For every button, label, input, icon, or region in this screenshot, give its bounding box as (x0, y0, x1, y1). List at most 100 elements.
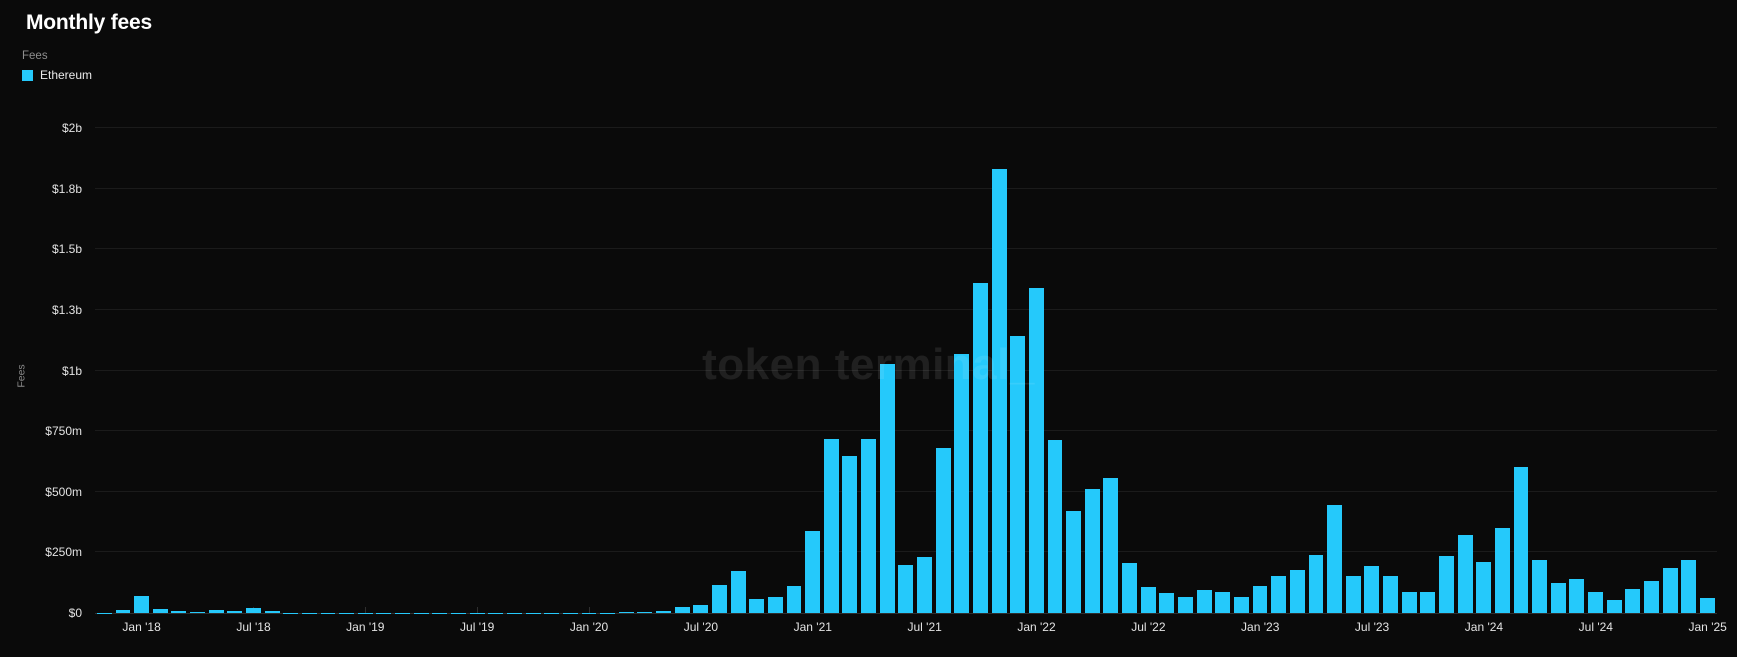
y-tick-label-2b: $2b (61, 121, 82, 135)
bar-month-74[interactable] (1476, 562, 1492, 613)
y-tick-label-750m: $750m (45, 424, 82, 439)
x-tick-label-Jan25: Jan '25 (1688, 620, 1727, 634)
bar-slot-46 (952, 128, 971, 613)
bar-month-61[interactable] (1233, 596, 1249, 613)
bar-slot-48 (990, 128, 1009, 613)
bar-slot-76 (1512, 128, 1531, 613)
bar-slot-0 (95, 128, 114, 613)
y-tick-label-1.3b: $1.3b (51, 302, 82, 317)
bar-month-82[interactable] (1625, 589, 1641, 613)
bar-month-42[interactable] (879, 364, 895, 613)
bar-month-38[interactable] (805, 530, 821, 613)
bar-month-67[interactable] (1345, 575, 1361, 613)
gridline-1.3b (95, 308, 1717, 310)
bar-month-48[interactable] (991, 169, 1007, 613)
bar-slot-17 (412, 128, 431, 613)
bar-month-64[interactable] (1289, 570, 1305, 613)
bar-month-81[interactable] (1606, 599, 1622, 613)
bar-month-51[interactable] (1047, 439, 1063, 613)
bar-month-85[interactable] (1681, 559, 1697, 613)
bar-month-35[interactable] (749, 598, 765, 613)
bar-month-2[interactable] (134, 596, 150, 613)
bar-month-63[interactable] (1271, 575, 1287, 613)
bar-month-54[interactable] (1103, 477, 1119, 613)
bar-month-70[interactable] (1401, 592, 1417, 613)
bar-month-33[interactable] (712, 585, 727, 613)
bar-slot-72 (1437, 128, 1456, 613)
bar-month-71[interactable] (1420, 592, 1436, 613)
bar-month-40[interactable] (842, 455, 858, 613)
bar-month-56[interactable] (1140, 587, 1156, 613)
bar-month-29[interactable] (637, 612, 653, 613)
bar-slot-81 (1605, 128, 1624, 613)
bar-slot-74 (1474, 128, 1493, 613)
bar-month-45[interactable] (935, 447, 951, 613)
bar-month-55[interactable] (1122, 563, 1137, 613)
bar-month-84[interactable] (1662, 567, 1678, 613)
y-axis-labels: $0 $250m $500m $750m $1b $1.3b $1.5b $1.8b $2b (0, 121, 88, 620)
bar-month-49[interactable] (1010, 335, 1026, 613)
bar-slot-45 (934, 128, 953, 613)
bar-month-3[interactable] (152, 608, 168, 613)
bar-month-80[interactable] (1588, 591, 1604, 613)
gridline-500m (95, 490, 1717, 492)
legend-item-ethereum[interactable]: Ethereum (40, 68, 93, 82)
bar-month-7[interactable] (227, 611, 243, 613)
x-tick-label-Jul18: Jul '18 (236, 620, 271, 634)
bar-month-31[interactable] (674, 607, 690, 613)
bar-month-77[interactable] (1532, 559, 1548, 613)
bar-month-6[interactable] (208, 609, 224, 613)
bar-slot-29 (636, 128, 655, 613)
gridline-2b (95, 127, 1717, 128)
bar-month-75[interactable] (1494, 528, 1510, 613)
bar-month-30[interactable] (656, 611, 671, 613)
bar-month-32[interactable] (693, 604, 709, 613)
bar-slot-12 (319, 128, 338, 613)
bar-month-4[interactable] (171, 611, 187, 613)
bar-month-46[interactable] (954, 354, 970, 613)
bar-month-52[interactable] (1066, 510, 1082, 613)
bar-month-1[interactable] (115, 610, 131, 613)
x-tick-label-Jul20: Jul '20 (683, 620, 719, 634)
bar-month-86[interactable] (1699, 598, 1715, 613)
bar-month-66[interactable] (1327, 505, 1343, 613)
bar-month-34[interactable] (730, 571, 746, 613)
bar-month-59[interactable] (1196, 589, 1212, 613)
bar-month-9[interactable] (264, 611, 280, 613)
bar-month-37[interactable] (786, 585, 802, 613)
bar-month-39[interactable] (823, 438, 839, 613)
bar-month-68[interactable] (1364, 565, 1380, 613)
bar-month-53[interactable] (1084, 489, 1100, 613)
x-tick-label-Jan19: Jan '19 (346, 620, 385, 634)
gridline-1b (95, 369, 1717, 371)
bar-month-44[interactable] (917, 556, 932, 613)
bar-month-76[interactable] (1513, 466, 1529, 613)
bar-slot-43 (897, 128, 916, 613)
bar-month-41[interactable] (861, 439, 877, 613)
bar-month-73[interactable] (1457, 534, 1473, 613)
bar-slot-4 (170, 128, 189, 613)
bar-month-5[interactable] (190, 612, 205, 613)
bar-month-69[interactable] (1383, 575, 1398, 613)
bar-slot-21 (486, 128, 505, 613)
bar-month-65[interactable] (1308, 554, 1324, 613)
bar-month-28[interactable] (618, 612, 634, 613)
bar-month-36[interactable] (767, 597, 783, 613)
bar-month-58[interactable] (1178, 596, 1193, 613)
bar-month-78[interactable] (1550, 582, 1566, 613)
bar-slot-71 (1418, 128, 1437, 613)
bar-slot-20 (468, 128, 487, 613)
bar-month-8[interactable] (245, 608, 261, 613)
bar-month-47[interactable] (972, 283, 988, 613)
bar-month-60[interactable] (1215, 592, 1231, 613)
bar-month-62[interactable] (1252, 586, 1268, 613)
bar-month-79[interactable] (1569, 579, 1585, 613)
bar-month-43[interactable] (898, 565, 914, 613)
bar-slot-49 (1008, 128, 1027, 613)
bar-month-72[interactable] (1438, 556, 1454, 613)
bar-month-83[interactable] (1644, 580, 1659, 613)
bar-month-50[interactable] (1028, 288, 1044, 613)
bar-slot-5 (188, 128, 207, 613)
bar-slot-10 (281, 128, 300, 613)
bar-month-57[interactable] (1159, 592, 1175, 613)
